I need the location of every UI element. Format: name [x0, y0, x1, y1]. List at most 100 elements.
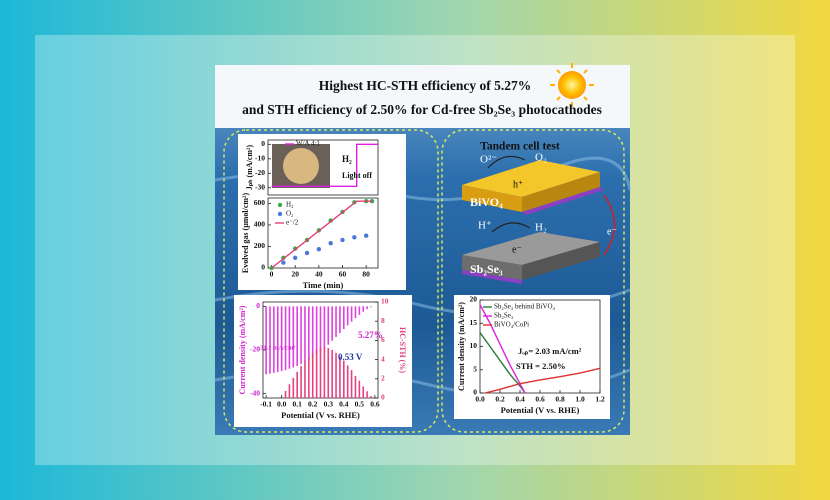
- x-tick-label: 1.0: [575, 395, 585, 404]
- y-tick-label: 15: [470, 318, 478, 327]
- carrier-label: e⁻: [512, 244, 522, 255]
- y-tick-label: 0: [261, 263, 265, 272]
- title-line: and STH efficiency of 2.50% for Cd-free …: [242, 102, 602, 117]
- annotation: H₂: [342, 154, 352, 164]
- data-line: [271, 143, 378, 188]
- chart-panel: [234, 295, 412, 427]
- x-tick-label: 0.0: [277, 400, 287, 409]
- substrate: [462, 270, 522, 284]
- x-axis-label: Time (min): [303, 280, 344, 290]
- substrate: [522, 187, 604, 215]
- species-label: O₂: [535, 152, 547, 164]
- data-line: [479, 332, 526, 394]
- y-tick-label: 600: [254, 198, 266, 207]
- legend-marker: [277, 211, 283, 217]
- legend-marker: [277, 202, 283, 208]
- carrier-label: e⁻: [607, 226, 617, 237]
- y2-axis-label: HC-STH (%): [398, 327, 407, 373]
- title-line: Highest HC-STH efficiency of 5.27%: [319, 78, 532, 93]
- data-point: [352, 235, 357, 240]
- data-point: [316, 246, 322, 252]
- x-tick-label: 0.6: [370, 400, 380, 409]
- plot-frame: [267, 197, 379, 269]
- data-line: [479, 304, 526, 394]
- x-tick-label: 0.4: [339, 400, 349, 409]
- sb2se3-side: [462, 255, 522, 280]
- sun: [558, 71, 586, 99]
- legend-label: BiVO₄/CoPi: [494, 321, 529, 329]
- y2-tick-label: 4: [381, 354, 385, 363]
- left-panel-border: [223, 129, 439, 433]
- tandem-diagram: Tandem cell test O²⁻ O₂ h⁺ BiVO₄ H⁺ H₂ e…: [462, 141, 617, 284]
- annotation: -31.1 mA/cm²: [258, 344, 295, 351]
- layer-label: Sb₂Se₃: [470, 262, 503, 276]
- right-panel-border: [441, 129, 625, 433]
- y-axis-label: Current density (mA/cm²): [238, 305, 247, 394]
- legend-label: Sb₂Se₃ behind BiVO₄: [494, 303, 556, 311]
- y-axis-label: Evolved gas (μmol/cm²): [241, 193, 250, 274]
- data-point: [328, 241, 333, 246]
- title-band: [215, 65, 630, 128]
- legend-label: W/A 4:1: [296, 140, 320, 148]
- y-tick-label: 10: [470, 341, 478, 350]
- annotation: 5.27%: [358, 330, 383, 340]
- photo-electrode: [283, 148, 319, 184]
- y-tick-label: 20: [470, 295, 478, 304]
- bivo4-layer: [462, 160, 600, 197]
- x-tick-label: 0: [270, 270, 274, 279]
- carrier-label: h⁺: [513, 179, 523, 190]
- x-tick-label: 0.2: [308, 400, 318, 409]
- sb2se3-front: [522, 242, 600, 280]
- sb2se3-layer: [462, 232, 600, 265]
- legend-label: e⁻/2: [286, 219, 299, 227]
- x-axis-label: Potential (V vs. RHE): [501, 405, 580, 415]
- layer-label: BiVO₄: [470, 195, 503, 209]
- bivo4-front: [522, 172, 600, 212]
- data-point: [363, 233, 369, 238]
- species-label: O²⁻: [480, 154, 497, 166]
- diagram-heading: Tandem cell test: [480, 141, 560, 153]
- y-tick-label: -20: [250, 345, 260, 354]
- y-tick-label: 0: [473, 388, 477, 397]
- legend-label: O₂: [286, 210, 294, 218]
- annotation: STH = 2.50%: [516, 361, 565, 371]
- data-point: [293, 255, 298, 260]
- x-tick-label: 0.0: [475, 395, 485, 404]
- y-tick-label: -20: [255, 168, 265, 177]
- plot-frame: [267, 139, 379, 196]
- y2-tick-label: 10: [381, 297, 389, 306]
- x-tick-label: 0.1: [293, 400, 303, 409]
- y-axis-label: Current density (mA/cm²): [457, 302, 466, 391]
- x-tick-label: 0.8: [555, 395, 565, 404]
- x-tick-label: 0.4: [515, 395, 525, 404]
- legend-label: Sb₂Se₃: [494, 312, 514, 320]
- y-tick-label: 0: [256, 301, 260, 310]
- x-tick-label: -0.1: [260, 400, 272, 409]
- data-point: [281, 260, 286, 265]
- species-label: H₂: [535, 222, 547, 234]
- x-tick-label: 60: [339, 270, 347, 279]
- annotation: Light off: [342, 171, 372, 180]
- x-tick-label: 40: [315, 270, 323, 279]
- data-point: [340, 237, 345, 243]
- x-tick-label: 0.6: [535, 395, 545, 404]
- x-tick-label: 0.5: [355, 400, 365, 409]
- sun-rays: [550, 63, 594, 107]
- y-tick-label: 200: [254, 241, 266, 250]
- x-tick-label: 0.2: [495, 395, 505, 404]
- y-axis-label: Jₚₕ (mA/cm²): [245, 145, 254, 191]
- y-tick-label: 0: [261, 139, 265, 148]
- data-line: [271, 200, 373, 269]
- circuit-arrow: [603, 194, 616, 256]
- y-tick-label: 400: [254, 220, 266, 229]
- y2-tick-label: 0: [381, 393, 385, 402]
- x-tick-label: 1.2: [595, 395, 605, 404]
- y2-tick-label: 2: [381, 374, 385, 383]
- data-point: [304, 250, 310, 256]
- o2-arrow: [487, 155, 526, 169]
- x-tick-label: 0.3: [324, 400, 334, 409]
- y-tick-label: -40: [250, 388, 260, 397]
- y-tick-label: 5: [473, 364, 477, 373]
